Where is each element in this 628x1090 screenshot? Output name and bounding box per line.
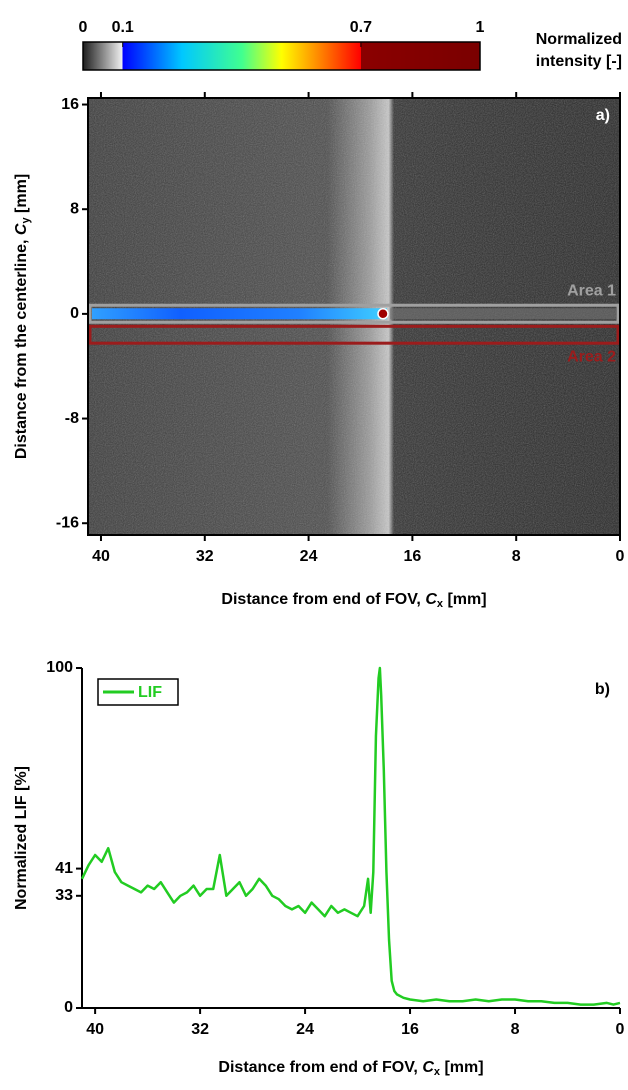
axis-title: Distance from end of FOV, Cx [mm] (221, 591, 486, 610)
lif-hotspot (378, 309, 388, 319)
axis-symbol: C (422, 1059, 434, 1076)
panel-label: b) (595, 681, 610, 698)
axis-unit: [mm] (440, 1059, 484, 1076)
y-tick-label: 100 (46, 659, 73, 676)
x-tick-label: 16 (403, 548, 421, 565)
y-tick-label: -8 (65, 410, 79, 427)
axis-unit: [mm] (13, 174, 30, 218)
axis-unit: [mm] (443, 591, 487, 608)
area-label: Area 1 (567, 282, 616, 299)
data-line (82, 668, 620, 1005)
panel-label: a) (596, 107, 610, 124)
colorbar (83, 42, 480, 70)
x-tick-label: 24 (300, 548, 318, 565)
x-tick-label: 32 (191, 1021, 209, 1038)
colorbar-title: intensity [-] (536, 53, 622, 70)
axis-title: Distance from end of FOV, Cx [mm] (218, 1059, 483, 1078)
x-tick-label: 0 (616, 548, 625, 565)
colorbar-tick-label: 0 (79, 19, 88, 36)
area-label: Area 2 (567, 348, 616, 365)
axis-symbol: C (13, 223, 30, 235)
colorbar-title: Normalized (536, 31, 622, 48)
axis-title: Distance from the centerline, Cy [mm] (13, 174, 32, 459)
y-tick-label: -16 (56, 514, 79, 531)
lif-strip (92, 308, 387, 319)
x-tick-label: 32 (196, 548, 214, 565)
x-tick-label: 8 (512, 548, 521, 565)
axis-title-text: Distance from end of FOV, (218, 1059, 422, 1076)
x-tick-label: 40 (92, 548, 110, 565)
y-tick-label: 0 (70, 305, 79, 322)
colorbar-tick-label: 0.1 (112, 19, 134, 36)
colorbar-tick-label: 0.7 (350, 19, 372, 36)
x-tick-label: 24 (296, 1021, 314, 1038)
y-tick-label: 33 (55, 887, 73, 904)
x-tick-label: 8 (511, 1021, 520, 1038)
axis-title-text: Distance from the centerline, (13, 235, 30, 459)
axis-symbol: C (425, 591, 437, 608)
colorbar-tick-label: 1 (476, 19, 485, 36)
axis-title-text: Distance from end of FOV, (221, 591, 425, 608)
axis-title: Normalized LIF [%] (13, 766, 30, 910)
y-tick-label: 0 (64, 999, 73, 1016)
x-tick-label: 40 (86, 1021, 104, 1038)
x-tick-label: 0 (616, 1021, 625, 1038)
lif-strip-dim (390, 308, 616, 319)
y-tick-label: 41 (55, 860, 73, 877)
y-tick-label: 8 (70, 200, 79, 217)
x-tick-label: 16 (401, 1021, 419, 1038)
y-tick-label: 16 (61, 96, 79, 113)
legend-label: LIF (138, 684, 162, 701)
